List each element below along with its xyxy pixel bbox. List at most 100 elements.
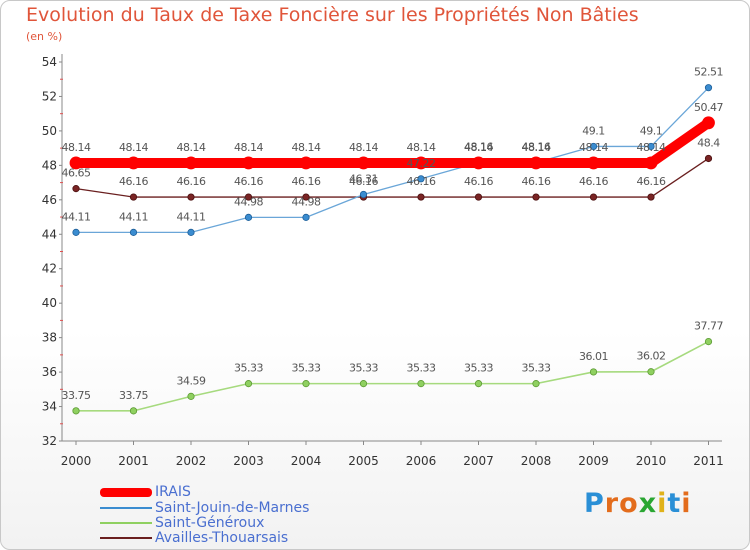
data-label: 46.16 (522, 175, 551, 188)
y-tick-label: 44 (42, 227, 57, 241)
x-tick-label: 2003 (233, 454, 264, 468)
data-point (127, 156, 140, 170)
data-label: 47.22 (407, 157, 436, 170)
data-label: 48.14 (177, 141, 206, 154)
data-label: 46.65 (62, 167, 91, 180)
legend-label-availles: Availles-Thouarsais (155, 530, 289, 546)
data-point (244, 193, 253, 201)
data-label: 52.51 (694, 66, 723, 79)
series-line (71, 117, 714, 168)
data-point (532, 380, 540, 388)
data-label: 48.14 (464, 141, 493, 154)
data-point (184, 156, 198, 170)
y-tick-label: 34 (42, 400, 57, 414)
data-label: 48.14 (637, 141, 666, 154)
data-point (302, 213, 310, 221)
legend-item-saint-generoux: Saint-Généroux (100, 515, 360, 531)
y-tick-label: 50 (42, 124, 57, 138)
data-point (242, 156, 255, 170)
data-label: 46.16 (579, 175, 608, 188)
data-point (702, 116, 715, 130)
data-point (187, 193, 195, 201)
y-tick-label: 54 (42, 55, 57, 69)
data-point (644, 156, 658, 170)
chart-title: Evolution du Taux de Taxe Foncière sur l… (26, 4, 639, 26)
legend-label-saint-jouin: Saint-Jouin-de-Marnes (155, 500, 310, 516)
data-label: 46.31 (349, 172, 378, 185)
data-point (474, 380, 483, 388)
data-point (359, 380, 368, 388)
data-point (647, 368, 655, 376)
data-label: 35.33 (407, 362, 436, 375)
data-label: 33.75 (62, 389, 91, 402)
x-tick-label: 2006 (406, 454, 437, 468)
data-label: 48.14 (522, 141, 551, 154)
logo-letter: t (667, 488, 682, 519)
legend-item-availles: Availles-Thouarsais (100, 530, 360, 546)
data-label: 46.16 (119, 175, 148, 188)
data-label: 36.01 (579, 350, 608, 363)
data-point (704, 154, 713, 163)
data-label: 44.98 (234, 195, 263, 208)
data-label: 36.02 (637, 350, 666, 363)
data-point (417, 380, 425, 388)
legend-swatch-saint-jouin (100, 507, 152, 509)
y-tick-label: 36 (42, 365, 57, 379)
data-point (299, 156, 313, 170)
data-label: 35.33 (234, 362, 263, 375)
series-line (75, 87, 710, 234)
data-label: 35.33 (464, 362, 493, 375)
data-point (414, 156, 428, 170)
y-tick-label: 38 (42, 331, 57, 345)
data-point (244, 213, 253, 221)
data-point (589, 193, 598, 201)
data-label: 35.33 (522, 362, 551, 375)
data-point (69, 156, 83, 170)
data-point (129, 228, 138, 236)
data-point (647, 142, 655, 151)
data-point (72, 185, 80, 193)
data-label: 44.11 (177, 210, 206, 223)
logo-letter: P (584, 488, 605, 519)
data-label: 34.59 (177, 374, 206, 387)
data-point (704, 337, 713, 346)
chart-subtitle: (en %) (26, 30, 63, 43)
x-tick-label: 2002 (176, 454, 207, 468)
x-tick-label: 2010 (636, 454, 667, 468)
data-point (244, 380, 253, 388)
data-point (704, 84, 713, 92)
y-tick-label: 52 (42, 89, 57, 103)
data-label: 35.33 (349, 362, 378, 375)
y-tick-label: 48 (42, 158, 57, 172)
data-point (532, 193, 540, 201)
data-point (187, 392, 195, 400)
legend-swatch-saint-generoux (100, 522, 152, 524)
data-label: 46.16 (464, 175, 493, 188)
data-point (357, 156, 370, 170)
data-point (472, 156, 485, 170)
data-label: 49.1 (640, 124, 663, 137)
data-label: 48.14 (292, 141, 321, 154)
data-label: 48.16 (522, 141, 551, 154)
data-label: 48.14 (119, 141, 148, 154)
x-tick-label: 2000 (61, 454, 92, 468)
data-point (72, 407, 80, 415)
y-tick-label: 46 (42, 193, 57, 207)
x-tick-label: 2007 (463, 454, 494, 468)
logo-letter: r (604, 488, 620, 519)
x-tick-label: 2009 (578, 454, 609, 468)
data-label: 46.16 (177, 175, 206, 188)
data-point (72, 228, 80, 236)
data-point (417, 193, 425, 201)
data-label: 44.11 (119, 210, 148, 223)
data-label: 35.33 (292, 362, 321, 375)
legend-item-irais: IRAIS (100, 484, 360, 500)
data-label: 50.47 (694, 101, 723, 114)
logo-letter: o (619, 488, 639, 519)
legend-item-saint-jouin: Saint-Jouin-de-Marnes (100, 500, 360, 516)
data-label: 37.77 (694, 320, 723, 333)
data-label: 44.11 (62, 210, 91, 223)
data-label: 46.16 (234, 175, 263, 188)
data-point (417, 175, 425, 183)
